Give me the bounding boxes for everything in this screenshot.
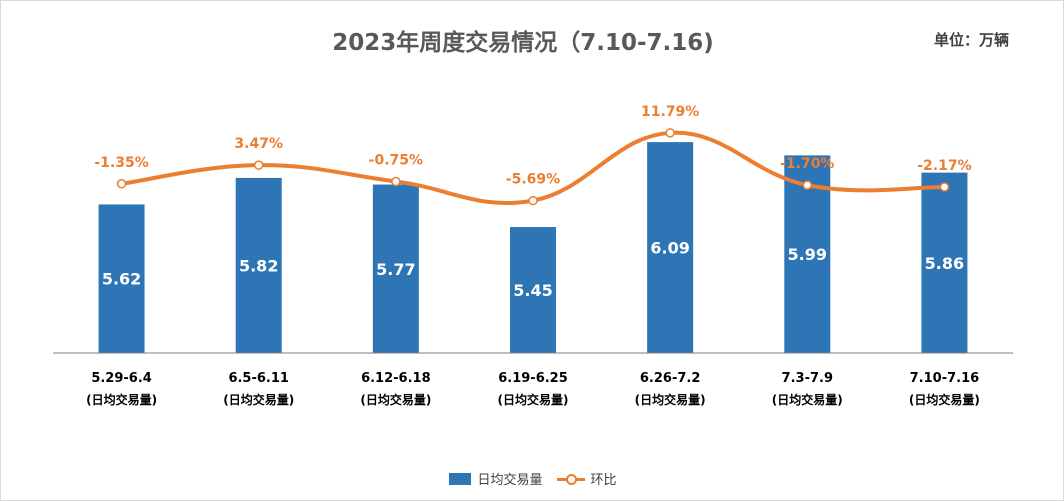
x-tick-label: 6.12-6.18 bbox=[361, 371, 431, 386]
bar-value-label: 5.62 bbox=[102, 270, 141, 289]
line-value-label: -1.70% bbox=[780, 156, 834, 172]
x-tick-label: 7.10-7.16 bbox=[910, 371, 980, 386]
x-tick-label: 6.5-6.11 bbox=[228, 371, 289, 386]
legend-bar-swatch bbox=[449, 472, 472, 485]
line-value-label: 3.47% bbox=[234, 136, 283, 152]
x-tick-label: 7.3-7.9 bbox=[782, 371, 833, 386]
legend-item-line: 环比 bbox=[556, 469, 617, 488]
legend-item-bar: 日均交易量 bbox=[449, 469, 543, 488]
line-value-label: -0.75% bbox=[369, 152, 423, 168]
bar bbox=[372, 184, 419, 353]
chart-title: 2023年周度交易情况（7.10-7.16) bbox=[332, 30, 714, 56]
line-point bbox=[253, 160, 264, 170]
bar-value-label: 6.09 bbox=[650, 239, 689, 258]
legend-line-swatch bbox=[556, 473, 585, 485]
x-tick-sublabel: (日均交易量) bbox=[909, 392, 980, 407]
line-value-label: 11.79% bbox=[641, 104, 699, 120]
bar-value-label: 5.99 bbox=[788, 245, 827, 264]
legend: 日均交易量 环比 bbox=[1, 469, 1064, 488]
line-point bbox=[528, 195, 538, 206]
line-point bbox=[391, 176, 401, 187]
x-tick-label: 6.19-6.25 bbox=[498, 371, 568, 386]
bar bbox=[921, 172, 968, 353]
line-value-label: -2.17% bbox=[917, 158, 971, 174]
bar bbox=[235, 177, 282, 353]
line-point bbox=[665, 128, 675, 138]
x-tick-sublabel: (日均交易量) bbox=[772, 392, 843, 407]
unit-label: 单位：万辆 bbox=[933, 31, 1009, 49]
bar-value-label: 5.45 bbox=[513, 281, 552, 300]
x-tick-sublabel: (日均交易量) bbox=[360, 392, 431, 407]
line-point bbox=[939, 182, 950, 192]
x-tick-sublabel: (日均交易量) bbox=[223, 392, 294, 407]
x-tick-sublabel: (日均交易量) bbox=[498, 392, 569, 407]
x-tick-sublabel: (日均交易量) bbox=[635, 392, 706, 407]
x-tick-label: 5.29-6.4 bbox=[91, 371, 152, 386]
bar-value-label: 5.86 bbox=[925, 254, 964, 273]
line-value-label: -5.69% bbox=[506, 172, 560, 188]
x-tick-sublabel: (日均交易量) bbox=[86, 392, 157, 407]
bar bbox=[510, 227, 556, 353]
bar bbox=[98, 204, 145, 353]
bar-value-label: 5.77 bbox=[376, 260, 415, 279]
bar-value-label: 5.82 bbox=[239, 256, 278, 275]
bar bbox=[647, 142, 694, 353]
x-tick-label: 6.26-7.2 bbox=[640, 371, 701, 386]
line-point bbox=[802, 180, 813, 190]
line-point bbox=[116, 179, 127, 189]
line-value-label: -1.35% bbox=[94, 155, 148, 171]
legend-line-label: 环比 bbox=[590, 473, 617, 488]
legend-bar-label: 日均交易量 bbox=[477, 473, 543, 488]
